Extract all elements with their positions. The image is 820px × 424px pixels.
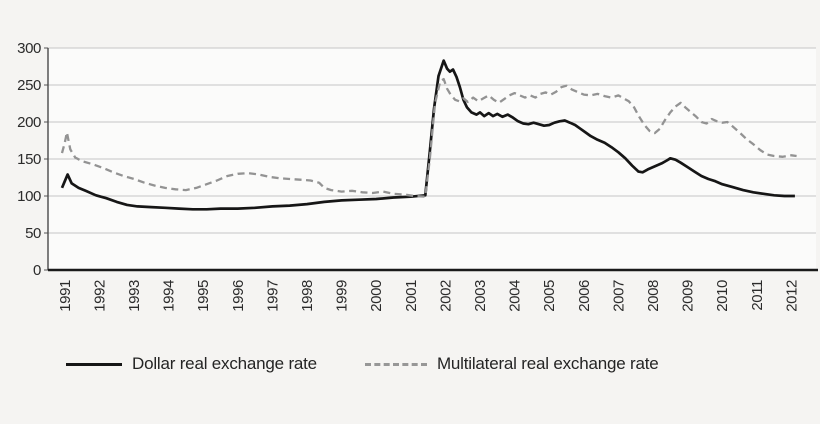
x-tick-label: 1993 bbox=[126, 280, 143, 312]
y-tick-label: 150 bbox=[17, 151, 41, 168]
y-tick-label: 200 bbox=[17, 114, 41, 131]
y-tick-label: 250 bbox=[17, 77, 41, 94]
x-tick-label: 2009 bbox=[680, 280, 697, 312]
x-tick-label: 1991 bbox=[57, 280, 74, 312]
dollar-series-line bbox=[60, 59, 795, 211]
x-tick-label: 2001 bbox=[403, 280, 420, 312]
x-tick-label: 2010 bbox=[714, 280, 731, 312]
legend-item-multilateral: Multilateral real exchange rate bbox=[364, 354, 659, 374]
exchange-rate-chart: 0 50 100 150 200 250 300 1991 1992 1993 1994 1995 19… bbox=[17, 40, 818, 312]
x-tick-label: 2004 bbox=[507, 280, 524, 312]
x-tick-label: 1994 bbox=[161, 280, 178, 312]
x-tick-label: 1995 bbox=[195, 280, 212, 312]
x-tick-label: 2011 bbox=[749, 280, 766, 311]
x-tick-label: 1999 bbox=[334, 280, 351, 312]
y-tick-label: 100 bbox=[17, 188, 41, 205]
y-tick-label: 0 bbox=[33, 262, 41, 279]
x-tick-label: 1997 bbox=[264, 280, 281, 312]
x-tick-label: 2006 bbox=[576, 280, 593, 312]
multilateral-series-line bbox=[60, 77, 797, 198]
x-tick-label: 2008 bbox=[645, 280, 662, 312]
x-tick-label: 1998 bbox=[299, 280, 316, 312]
solid-line-swatch-icon bbox=[66, 362, 122, 366]
legend-item-dollar: Dollar real exchange rate bbox=[66, 354, 317, 374]
x-tick-label: 2000 bbox=[368, 280, 385, 312]
x-tick-label: 2002 bbox=[437, 280, 454, 312]
dashed-line-swatch-icon bbox=[364, 362, 427, 366]
x-tick-label: 1992 bbox=[91, 280, 108, 312]
y-tick-label: 50 bbox=[25, 225, 41, 242]
x-tick-label: 2007 bbox=[610, 280, 627, 312]
x-tick-label: 1996 bbox=[230, 280, 247, 312]
x-tick-label: 2003 bbox=[472, 280, 489, 312]
y-tick-label: 300 bbox=[17, 40, 41, 57]
x-tick-label: 2005 bbox=[541, 280, 558, 312]
legend-label-dollar: Dollar real exchange rate bbox=[132, 354, 317, 373]
chart-legend: Dollar real exchange rate Multilateral r… bbox=[66, 354, 659, 374]
x-tick-label: 2012 bbox=[783, 280, 800, 312]
legend-label-multilateral: Multilateral real exchange rate bbox=[436, 354, 659, 373]
